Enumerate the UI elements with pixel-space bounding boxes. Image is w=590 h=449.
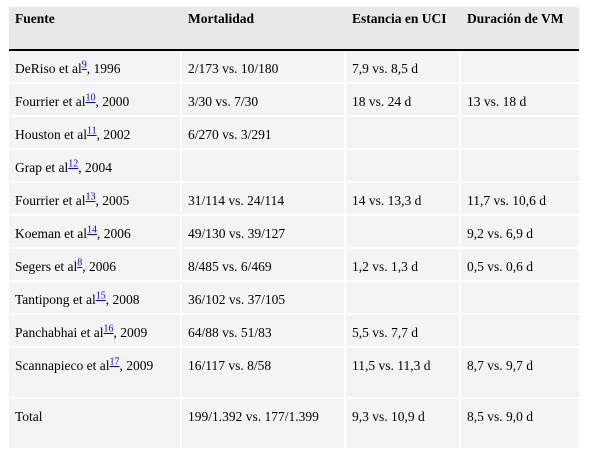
cell-mortalidad: 31/114 vs. 24/114 (180, 182, 345, 216)
table-row: Fourrier et al10, 2000 3/30 vs. 7/30 18 vs… (9, 83, 579, 117)
cell-mortalidad: 49/130 vs. 39/127 (180, 215, 345, 249)
publication-year: , 2004 (78, 160, 112, 175)
table-row: Panchabhai et al16, 2009 64/88 vs. 51/83 5… (9, 314, 579, 348)
cell-estancia: 18 vs. 24 d (344, 83, 460, 117)
cell-duracion (459, 116, 579, 150)
cell-mortalidad: 36/102 vs. 37/105 (180, 281, 345, 315)
cell-duracion: 9,2 vs. 6,9 d (459, 215, 579, 249)
cell-mortalidad (180, 149, 345, 183)
author-name: Tantipong et al (15, 292, 96, 307)
header-mortalidad: Mortalidad (180, 7, 345, 51)
table-row: Koeman et al14, 2006 49/130 vs. 39/127 9,2… (9, 215, 579, 249)
cell-fuente: Koeman et al14, 2006 (9, 215, 181, 249)
table-row: Houston et al11, 2002 6/270 vs. 3/291 (9, 116, 579, 150)
publication-year: , 2008 (105, 292, 140, 307)
reference-link[interactable]: 16 (103, 323, 114, 335)
cell-fuente: Fourrier et al13, 2005 (9, 182, 181, 216)
cell-duracion (459, 281, 579, 315)
cell-fuente: Panchabhai et al16, 2009 (9, 314, 181, 348)
cell-duracion (459, 314, 579, 348)
table-header: Fuente Mortalidad Estancia en UCI Duraci… (9, 7, 579, 51)
table-row: DeRiso et al9, 1996 2/173 vs. 10/180 7,9 v… (9, 50, 579, 84)
publication-year: , 2002 (96, 127, 131, 142)
author-name: Total (15, 409, 43, 424)
author-name: Fourrier et al (15, 94, 86, 109)
table-row: Fourrier et al13, 2005 31/114 vs. 24/114 1… (9, 182, 579, 216)
cell-estancia: 5,5 vs. 7,7 d (344, 314, 460, 348)
publication-year: , 2009 (119, 358, 154, 373)
author-name: Koeman et al (15, 226, 87, 241)
cell-mortalidad: 199/1.392 vs. 177/1.399 (180, 398, 345, 449)
reference-link[interactable]: 17 (109, 356, 120, 368)
cell-duracion (459, 149, 579, 183)
cell-fuente: Segers et al8, 2006 (9, 248, 181, 282)
cell-duracion: 8,7 vs. 9,7 d (459, 347, 579, 399)
reference-link[interactable]: 14 (86, 224, 97, 236)
header-estancia: Estancia en UCI (344, 7, 460, 51)
cell-duracion: 0,5 vs. 0,6 d (459, 248, 579, 282)
reference-link[interactable]: 15 (95, 290, 106, 302)
results-table: Fuente Mortalidad Estancia en UCI Duraci… (9, 7, 579, 449)
header-fuente: Fuente (9, 7, 181, 51)
reference-link[interactable]: 13 (85, 191, 96, 203)
cell-fuente: Grap et al12, 2004 (9, 149, 181, 183)
cell-estancia (344, 215, 460, 249)
cell-duracion: 13 vs. 18 d (459, 83, 579, 117)
cell-fuente: Tantipong et al15, 2008 (9, 281, 181, 315)
table-body: DeRiso et al9, 1996 2/173 vs. 10/180 7,9 v… (9, 50, 579, 449)
table-row: Scannapieco et al17, 2009 16/117 vs. 8/58… (9, 347, 579, 399)
cell-duracion: 8,5 vs. 9,0 d (459, 398, 579, 449)
cell-mortalidad: 8/485 vs. 6/469 (180, 248, 345, 282)
table-row: Tantipong et al15, 2008 36/102 vs. 37/105 (9, 281, 579, 315)
author-name: Grap et al (15, 160, 69, 175)
publication-year: , 2006 (82, 259, 116, 274)
table-row: Grap et al12, 2004 (9, 149, 579, 183)
cell-fuente: Fourrier et al10, 2000 (9, 83, 181, 117)
cell-duracion: 11,7 vs. 10,6 d (459, 182, 579, 216)
author-name: DeRiso et al (15, 61, 82, 76)
cell-mortalidad: 3/30 vs. 7/30 (180, 83, 345, 117)
reference-link[interactable]: 11 (87, 125, 97, 137)
author-name: Houston et al (15, 127, 87, 142)
cell-estancia (344, 149, 460, 183)
publication-year: , 1996 (86, 61, 121, 76)
table-row: Total 199/1.392 vs. 177/1.399 9,3 vs. 10,9… (9, 398, 579, 449)
cell-estancia: 11,5 vs. 11,3 d (344, 347, 460, 399)
cell-mortalidad: 6/270 vs. 3/291 (180, 116, 345, 150)
publication-year: , 2006 (96, 226, 131, 241)
cell-fuente: DeRiso et al9, 1996 (9, 50, 181, 84)
cell-estancia: 7,9 vs. 8,5 d (344, 50, 460, 84)
cell-estancia (344, 116, 460, 150)
table-row: Segers et al8, 2006 8/485 vs. 6/469 1,2 vs… (9, 248, 579, 282)
header-duracion: Duración de VM (459, 7, 579, 51)
author-name: Segers et al (15, 259, 78, 274)
reference-link[interactable]: 12 (68, 158, 79, 170)
reference-link[interactable]: 9 (81, 59, 87, 71)
reference-link[interactable]: 8 (77, 257, 83, 269)
reference-link[interactable]: 10 (85, 92, 96, 104)
publication-year: , 2000 (95, 94, 130, 109)
author-name: Panchabhai et al (15, 325, 104, 340)
cell-mortalidad: 16/117 vs. 8/58 (180, 347, 345, 399)
cell-fuente: Total (9, 398, 181, 449)
author-name: Fourrier et al (15, 193, 86, 208)
cell-estancia: 9,3 vs. 10,9 d (344, 398, 460, 449)
cell-mortalidad: 2/173 vs. 10/180 (180, 50, 345, 84)
cell-duracion (459, 50, 579, 84)
publication-year: , 2005 (95, 193, 130, 208)
cell-estancia: 14 vs. 13,3 d (344, 182, 460, 216)
cell-fuente: Scannapieco et al17, 2009 (9, 347, 181, 399)
cell-mortalidad: 64/88 vs. 51/83 (180, 314, 345, 348)
cell-estancia: 1,2 vs. 1,3 d (344, 248, 460, 282)
author-name: Scannapieco et al (15, 358, 110, 373)
publication-year: , 2009 (113, 325, 148, 340)
cell-estancia (344, 281, 460, 315)
cell-fuente: Houston et al11, 2002 (9, 116, 181, 150)
